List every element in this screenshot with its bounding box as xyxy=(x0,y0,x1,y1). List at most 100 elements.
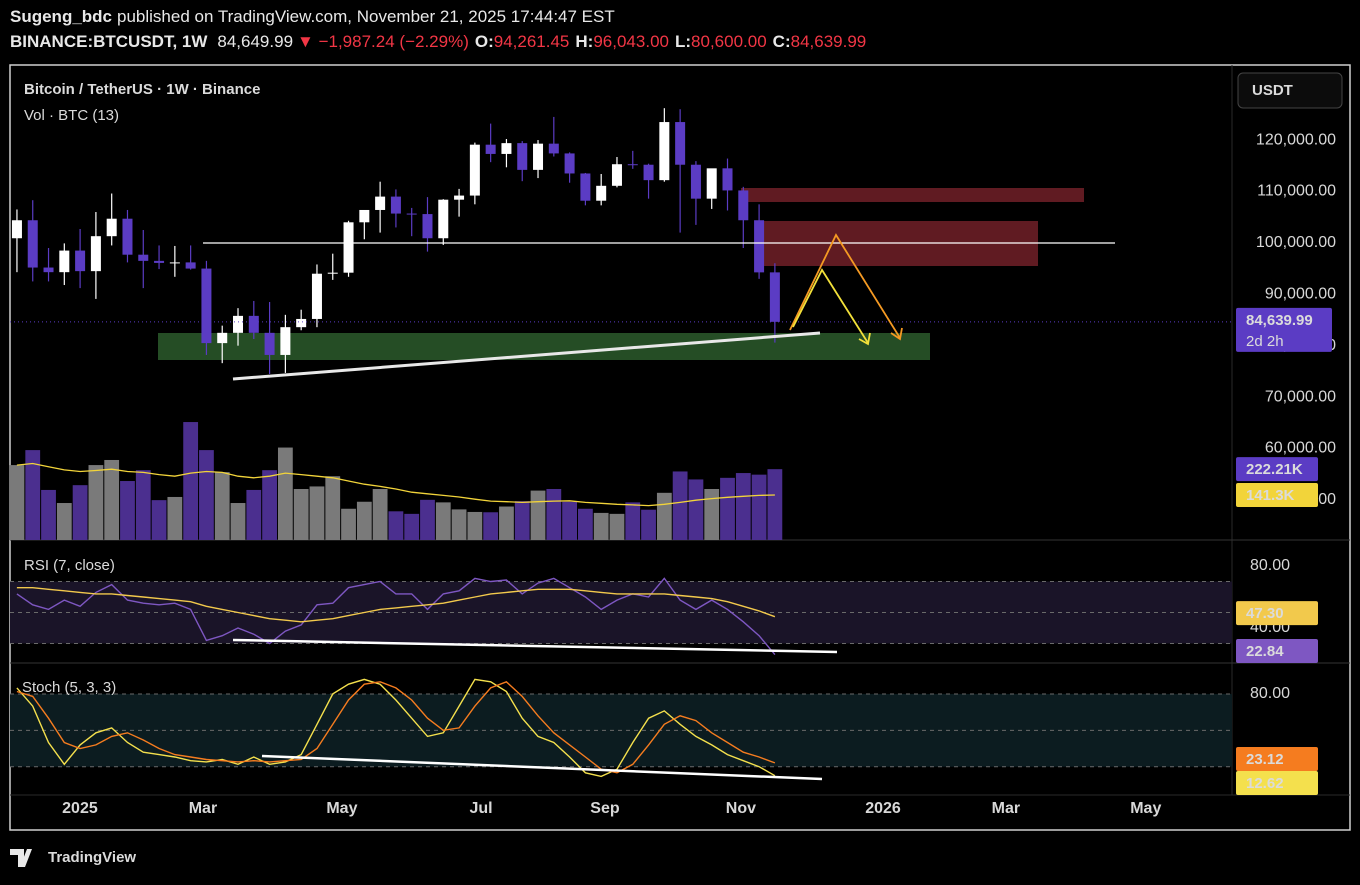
volume-bar xyxy=(514,501,530,540)
value-label: 47.30 xyxy=(1246,605,1284,622)
volume-bar xyxy=(341,508,356,540)
volume-bar xyxy=(72,485,88,540)
candle-body xyxy=(754,220,765,273)
arrow-head xyxy=(890,327,903,341)
candle-body xyxy=(627,164,638,166)
y-tick-label: 120,000.00 xyxy=(1256,131,1336,148)
candle-body xyxy=(138,254,149,261)
marks xyxy=(9,108,1232,778)
y-tick-label: 110,000.00 xyxy=(1257,183,1336,200)
volume-bar xyxy=(120,481,135,540)
candle-body xyxy=(517,143,528,170)
value-label-box xyxy=(1236,601,1318,626)
candle-body xyxy=(122,218,133,255)
y-tick-label: 90,000.00 xyxy=(1265,285,1336,302)
candle-body xyxy=(454,195,465,200)
volume-bar xyxy=(577,508,593,540)
line xyxy=(16,680,776,774)
candle-body xyxy=(311,273,322,319)
candle-body xyxy=(485,144,496,154)
volume-bar xyxy=(704,488,720,540)
projection-path xyxy=(792,268,869,344)
volume-bar xyxy=(562,501,577,540)
logo-mark xyxy=(10,849,32,867)
candle-body xyxy=(327,272,338,274)
x-tick-label: Nov xyxy=(726,800,756,817)
candle-body xyxy=(296,318,307,328)
y-tick-label: 100,000.00 xyxy=(1256,234,1336,251)
candle-body xyxy=(248,315,259,333)
volume-bar xyxy=(688,479,704,540)
y-tick-label: 60,000.00 xyxy=(1265,440,1336,457)
header-line-1: Sugeng_bdc published on TradingView.com, … xyxy=(10,7,615,26)
volume-bar xyxy=(372,488,388,540)
price: 84,649.99 xyxy=(217,32,293,51)
candle-body xyxy=(596,185,607,201)
candle-body xyxy=(390,196,401,214)
volume-bar xyxy=(25,450,41,540)
volume-bar xyxy=(483,512,499,540)
candle-body xyxy=(169,262,180,264)
line xyxy=(16,462,775,507)
symbol: BINANCE:BTCUSDT, 1W xyxy=(10,32,208,51)
candle-body xyxy=(548,143,559,154)
candle-body xyxy=(690,164,701,199)
volume-bar xyxy=(435,502,451,540)
y-tick-label: 70,000.00 xyxy=(1265,388,1336,405)
candle-body xyxy=(75,250,86,272)
ohlc-label: C: xyxy=(773,32,791,51)
rsi-trend-line xyxy=(232,638,838,654)
volume-bar xyxy=(404,513,420,540)
volume-bar xyxy=(356,501,372,540)
x-tick-label: Mar xyxy=(189,800,217,817)
volume-bar xyxy=(451,509,467,540)
ohlc-label: O: xyxy=(475,32,494,51)
volume-bar xyxy=(325,476,341,540)
change: ▼ −1,987.24 (−2.29%) xyxy=(297,32,469,51)
candle-body xyxy=(375,196,386,210)
candle-body xyxy=(359,209,370,223)
stoch-trend-line xyxy=(261,754,823,781)
candle-body xyxy=(201,268,212,344)
volume-bar xyxy=(656,492,672,540)
volume-bar xyxy=(293,488,309,540)
candle-body xyxy=(564,153,575,174)
value-label: 23.12 xyxy=(1246,751,1284,768)
ohlc-value: 84,639.99 xyxy=(791,32,867,51)
author: Sugeng_bdc xyxy=(10,7,112,26)
volume-bar xyxy=(230,503,246,540)
currency-button[interactable] xyxy=(1237,72,1343,109)
candle-body xyxy=(438,199,449,239)
ohlc-value: 80,600.00 xyxy=(691,32,767,51)
volume-bar xyxy=(183,422,199,540)
ohlc-value: 96,043.00 xyxy=(593,32,669,51)
volume-bar xyxy=(767,469,783,540)
candle-body xyxy=(422,214,433,239)
x-tick-label: May xyxy=(326,800,357,817)
value-label: 141.3K xyxy=(1246,487,1295,504)
currency[interactable]: USDT xyxy=(1252,82,1293,99)
candle-body xyxy=(738,190,749,221)
volume-bar xyxy=(135,470,151,540)
value-label: 22.84 xyxy=(1246,643,1284,660)
value-label: 222.21K xyxy=(1246,461,1303,478)
volume-bar xyxy=(104,459,120,540)
candle-body xyxy=(611,164,622,186)
candle-body xyxy=(659,122,670,181)
x-tick-label: 2026 xyxy=(865,800,901,817)
x-tick-label: Sep xyxy=(590,800,620,817)
x-tick-label: Mar xyxy=(992,800,1020,817)
volume-bar xyxy=(88,465,104,540)
y-tick-label: 80.00 xyxy=(1250,557,1290,574)
last-price-label: 84,639.99 xyxy=(1246,312,1313,329)
x-tick-label: 2025 xyxy=(62,800,98,817)
volume-bar xyxy=(56,503,72,540)
candle-body xyxy=(406,213,417,215)
candle-body xyxy=(722,168,733,191)
candle-body xyxy=(469,144,480,196)
line xyxy=(16,577,776,656)
candle-body xyxy=(706,168,717,199)
candle-body xyxy=(90,236,101,272)
published: published on TradingView.com, November 2… xyxy=(117,7,615,26)
volume-bar xyxy=(9,465,25,540)
